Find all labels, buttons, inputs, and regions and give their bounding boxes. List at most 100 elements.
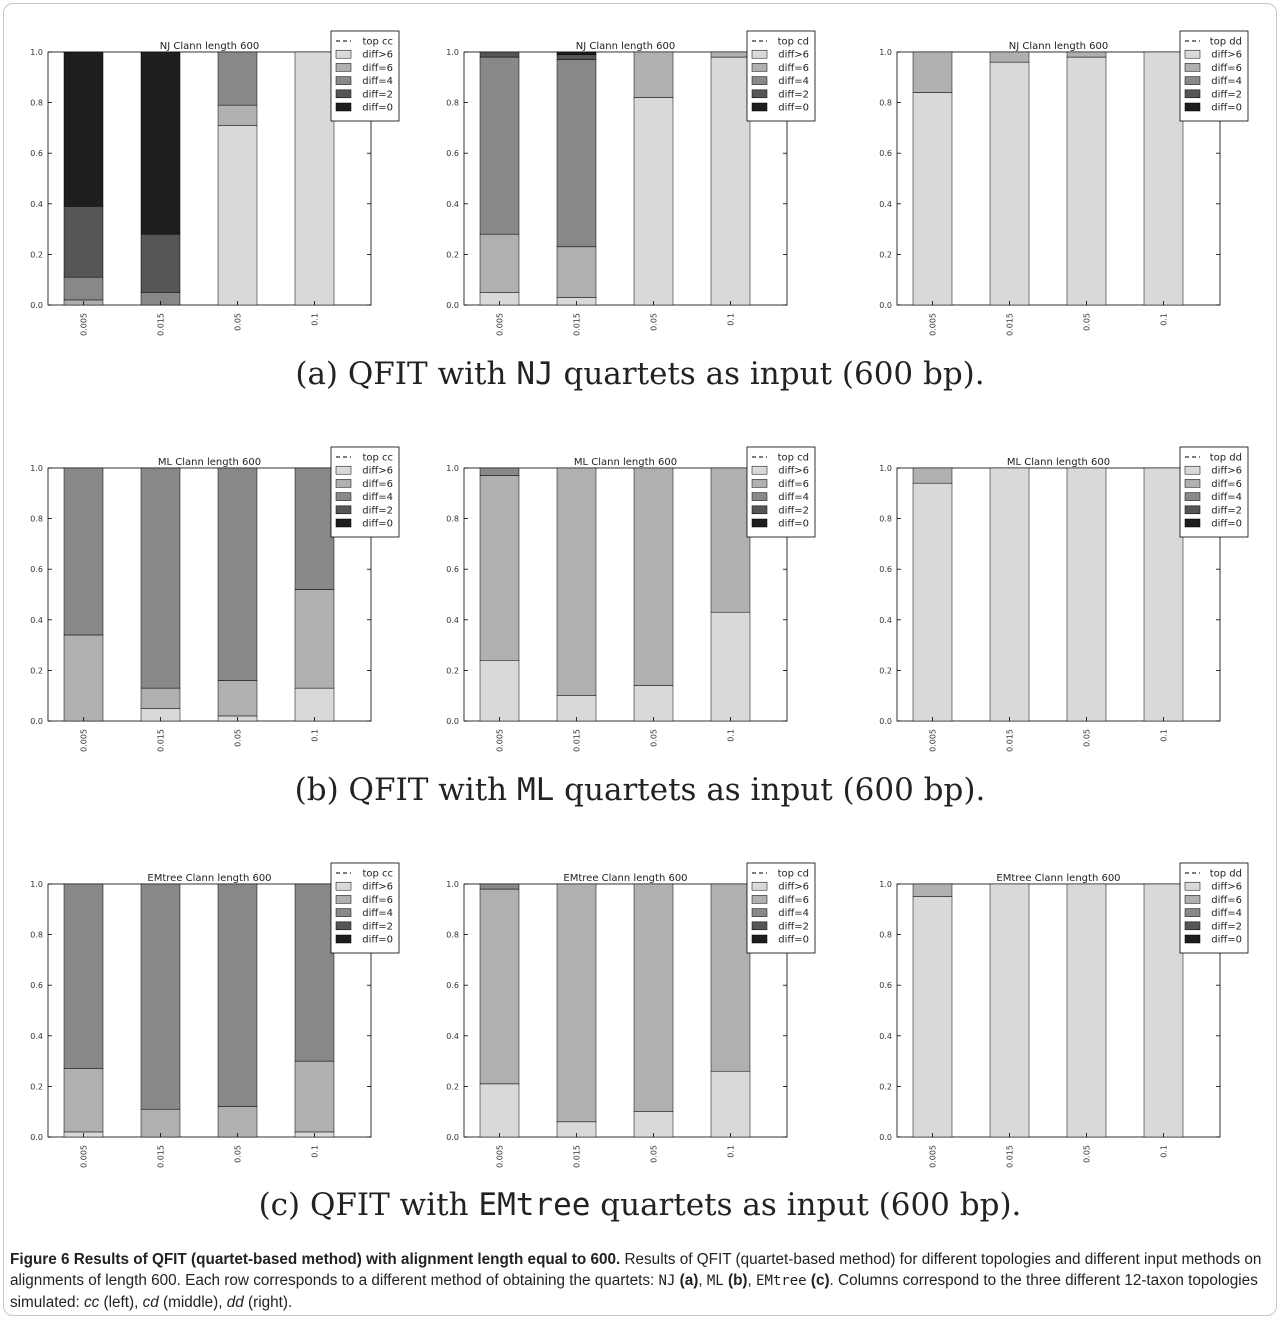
- bar-segment: [633, 883, 674, 1112]
- bar-segment: [217, 467, 258, 681]
- y-tick-label: 0.0: [30, 717, 43, 726]
- y-tick-label: 0.4: [30, 1032, 43, 1041]
- legend-label: diff=2: [1211, 505, 1242, 516]
- bar-segment: [63, 467, 104, 636]
- legend-label: diff>6: [1211, 882, 1242, 893]
- x-tick-label: 0.005: [929, 313, 938, 336]
- x-tick-label: 0.1: [1160, 1145, 1169, 1158]
- x-tick-label: 0.1: [1160, 313, 1169, 326]
- legend-label: diff=4: [362, 908, 393, 919]
- y-tick-label: 0.2: [446, 666, 459, 675]
- bar-segment: [217, 104, 258, 126]
- legend-swatch: [335, 505, 352, 515]
- caption-label-a: (a): [679, 1272, 699, 1289]
- bar-segment: [63, 1068, 104, 1133]
- x-tick-label: 0.05: [650, 1145, 659, 1163]
- y-tick-label: 1.0: [879, 48, 892, 57]
- x-tick-label: 0.005: [929, 1145, 938, 1168]
- legend-swatch: [335, 908, 352, 917]
- legend-label: top dd: [1210, 453, 1242, 464]
- legend-swatch: [751, 518, 768, 528]
- y-tick-label: 0.2: [879, 250, 892, 259]
- legend-label: diff=0: [778, 519, 809, 530]
- x-tick-label: 0.005: [80, 729, 89, 752]
- stacked-bar-chart: ML Clann length 600 0.0 0.2 0.4 0.6 0.8 1.0 0.0…: [879, 446, 1249, 752]
- legend-label: diff>6: [1211, 50, 1242, 61]
- legend-label: diff=2: [778, 89, 809, 100]
- chart-title: NJ Clann length 600: [160, 41, 260, 52]
- legend-swatch: [1184, 479, 1201, 488]
- x-tick-label: 0.1: [727, 1145, 736, 1158]
- legend-label: diff=0: [362, 103, 393, 114]
- bar-segment: [294, 687, 335, 722]
- legend-label: diff>6: [362, 882, 393, 893]
- y-tick-label: 0.4: [879, 1032, 892, 1041]
- legend-swatch: [1184, 908, 1201, 917]
- x-tick-label: 0.005: [496, 313, 505, 336]
- chart-title: EMtree Clann length 600: [563, 873, 687, 884]
- legend-swatch: [335, 518, 352, 528]
- x-tick-label: 0.005: [496, 1145, 505, 1168]
- bar-segment: [140, 467, 181, 689]
- bar-segment: [989, 51, 1030, 63]
- bar-segment: [479, 1083, 520, 1138]
- legend-label: diff>6: [778, 466, 809, 477]
- legend-swatch: [1184, 934, 1201, 944]
- caption-label-b: (b): [727, 1272, 748, 1289]
- legend-label: diff=6: [778, 479, 809, 490]
- y-tick-label: 1.0: [879, 464, 892, 473]
- legend-label: top cd: [778, 453, 809, 464]
- bar-segment: [912, 482, 953, 722]
- bar-segment: [479, 56, 520, 235]
- legend-label: diff=2: [778, 921, 809, 932]
- stacked-bar-chart: ML Clann length 600 0.0 0.2 0.4 0.6 0.8 1.0 0.0…: [30, 446, 400, 752]
- caption-topology-cc: cc: [83, 1294, 100, 1311]
- legend-label: top cd: [778, 37, 809, 48]
- caption-title: Figure 6 Results of QFIT (quartet-based …: [10, 1251, 621, 1268]
- y-tick-label: 0.6: [30, 981, 43, 990]
- y-tick-label: 0.2: [879, 1082, 892, 1091]
- x-tick-label: 0.05: [234, 729, 243, 747]
- y-tick-label: 0.6: [30, 565, 43, 574]
- bar-segment: [1143, 883, 1184, 1138]
- legend-swatch: [335, 49, 352, 59]
- figure-canvas: NJ Clann length 600 0.0 0.2 0.4 0.6 0.8 1.0 0.0…: [30, 30, 1249, 1223]
- x-tick-label: 0.005: [80, 313, 89, 336]
- legend-label: diff=2: [362, 921, 393, 932]
- x-tick-label: 0.015: [573, 313, 582, 336]
- y-tick-label: 0.2: [446, 1082, 459, 1091]
- bar-segment: [912, 51, 953, 93]
- legend-label: diff=2: [362, 505, 393, 516]
- bar-segment: [633, 685, 674, 722]
- bar-segment: [1066, 51, 1107, 58]
- legend-swatch: [335, 895, 352, 904]
- y-tick-label: 0.0: [446, 1133, 459, 1142]
- bar-segment: [1066, 56, 1107, 306]
- legend-swatch: [751, 479, 768, 488]
- legend-label: diff=0: [362, 935, 393, 946]
- x-tick-label: 0.005: [929, 729, 938, 752]
- bar-segment: [217, 680, 258, 717]
- bar-segment: [479, 51, 520, 58]
- bar-segment: [217, 883, 258, 1107]
- y-tick-label: 0.2: [30, 250, 43, 259]
- bar-segment: [63, 634, 104, 722]
- y-tick-label: 0.0: [30, 1133, 43, 1142]
- bar-segment: [912, 92, 953, 306]
- bar-segment: [556, 54, 597, 60]
- legend-label: diff=6: [778, 63, 809, 74]
- legend-swatch: [751, 102, 768, 112]
- legend-swatch: [1184, 518, 1201, 528]
- charts-layer: NJ Clann length 600 0.0 0.2 0.4 0.6 0.8 1.0 0.0…: [30, 30, 1249, 1168]
- bar-segment: [63, 883, 104, 1069]
- x-tick-label: 0.05: [234, 313, 243, 331]
- x-tick-label: 0.05: [650, 313, 659, 331]
- y-tick-label: 0.2: [30, 666, 43, 675]
- bar-segment: [1066, 467, 1107, 722]
- bar-segment: [294, 589, 335, 689]
- legend-label: top dd: [1210, 869, 1242, 880]
- bar-segment: [63, 276, 104, 301]
- bar-segment: [633, 97, 674, 306]
- y-tick-label: 0.8: [879, 99, 892, 108]
- legend-swatch: [1184, 492, 1201, 501]
